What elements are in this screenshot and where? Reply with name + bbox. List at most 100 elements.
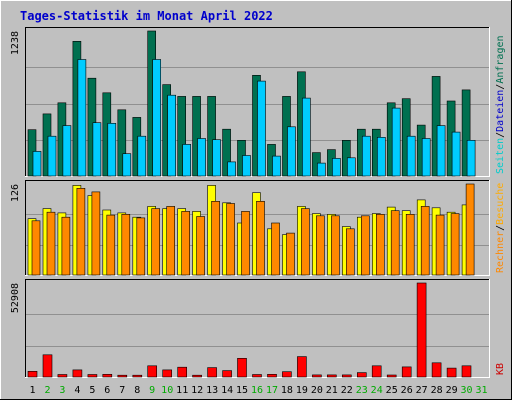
- legend-label-2: Besuche: [495, 183, 506, 225]
- bar-middle-rechner-day-18: [286, 232, 295, 276]
- bar-bottom-kb-day-6: [102, 373, 113, 378]
- bar-bottom-kb-day-1: [27, 370, 38, 378]
- bar-bottom-kb-day-7: [117, 374, 128, 378]
- bar-top-dateien-day-8: [137, 135, 147, 177]
- legend-label-1: /: [495, 132, 506, 138]
- bar-top-dateien-day-15: [242, 155, 251, 177]
- bar-top-dateien-day-30: [466, 140, 476, 177]
- bar-top-dateien-day-26: [406, 135, 416, 177]
- legend-label-2: Dateien: [495, 90, 506, 132]
- bar-top-dateien-day-6: [107, 123, 117, 177]
- x-tick-day-27: 27: [416, 385, 428, 396]
- panel-bottom-legend: KB: [495, 363, 506, 375]
- bar-top-dateien-day-4: [77, 59, 87, 177]
- bar-bottom-kb-day-22: [341, 374, 352, 378]
- x-tick-day-6: 6: [104, 385, 110, 396]
- bar-top-dateien-day-2: [47, 135, 57, 177]
- x-tick-day-31: 31: [475, 385, 487, 396]
- bar-top-dateien-day-3: [62, 125, 72, 177]
- bar-bottom-kb-day-19: [297, 356, 307, 378]
- bar-top-dateien-day-27: [421, 138, 431, 177]
- bar-middle-rechner-day-23: [360, 215, 370, 276]
- x-tick-day-8: 8: [134, 385, 140, 396]
- x-tick-day-19: 19: [296, 385, 308, 396]
- bar-middle-rechner-day-16: [256, 201, 265, 276]
- legend-label-0: Seiten: [495, 138, 506, 174]
- panel-bottom-ytick-label: 52908: [10, 283, 21, 313]
- x-tick-day-23: 23: [356, 385, 368, 396]
- bar-middle-rechner-day-12: [196, 216, 205, 276]
- bar-top-dateien-day-11: [182, 144, 191, 177]
- bar-top-dateien-day-23: [361, 135, 371, 177]
- bar-top-dateien-day-16: [257, 80, 266, 177]
- bar-top-dateien-day-14: [227, 161, 236, 177]
- x-tick-day-17: 17: [266, 385, 278, 396]
- bar-middle-rechner-day-7: [121, 214, 131, 276]
- bar-middle-rechner-day-10: [166, 206, 175, 276]
- bar-middle-rechner-day-11: [181, 211, 190, 276]
- bar-top-dateien-day-9: [152, 59, 161, 177]
- legend-label-3: /: [495, 84, 506, 90]
- bar-middle-rechner-day-1: [31, 220, 41, 276]
- bar-middle-rechner-day-6: [106, 214, 116, 276]
- bar-top-dateien-day-7: [122, 153, 132, 177]
- x-tick-day-15: 15: [236, 385, 248, 396]
- bar-top-anfragen-day-11: [177, 96, 186, 177]
- bar-bottom-kb-day-30: [461, 365, 472, 378]
- bar-middle-rechner-day-29: [450, 213, 460, 276]
- bar-top-dateien-day-25: [391, 107, 401, 177]
- bar-middle-rechner-day-5: [91, 191, 101, 276]
- bar-middle-rechner-day-8: [136, 217, 146, 276]
- bar-middle-rechner-day-15: [241, 211, 250, 276]
- bar-middle-rechner-day-20: [316, 215, 325, 276]
- bar-top-dateien-day-24: [376, 137, 386, 177]
- legend-label-0: KB: [495, 363, 506, 375]
- bar-bottom-kb-day-26: [401, 366, 412, 378]
- bar-middle-rechner-day-14: [226, 203, 235, 276]
- bar-top-anfragen-day-14: [222, 128, 231, 177]
- bar-top-dateien-day-5: [92, 122, 102, 177]
- bar-bottom-kb-day-17: [267, 373, 277, 378]
- panel-middle-legend: Rechner/Besuche: [495, 183, 506, 273]
- bar-bottom-kb-day-28: [431, 362, 442, 378]
- x-tick-day-18: 18: [281, 385, 293, 396]
- bar-middle-rechner-day-2: [46, 211, 56, 276]
- x-tick-day-21: 21: [326, 385, 338, 396]
- x-tick-day-2: 2: [44, 385, 50, 396]
- panel-middle-ytick-label: 126: [10, 184, 21, 202]
- bar-bottom-kb-day-23: [356, 372, 367, 378]
- bar-bottom-kb-day-16: [252, 374, 262, 378]
- x-tick-day-11: 11: [176, 385, 188, 396]
- bar-top-dateien-day-1: [32, 151, 42, 177]
- bar-bottom-kb-day-15: [237, 357, 247, 378]
- bar-bottom-kb-day-5: [87, 374, 98, 378]
- panel-top-ytick-label: 1238: [10, 31, 21, 55]
- x-tick-day-28: 28: [431, 385, 443, 396]
- bar-bottom-kb-day-14: [222, 370, 232, 378]
- x-tick-day-25: 25: [386, 385, 398, 396]
- bar-top-dateien-day-18: [287, 126, 296, 177]
- bar-bottom-kb-day-3: [57, 374, 68, 378]
- bar-top-dateien-day-12: [197, 138, 206, 177]
- bar-middle-rechner-day-22: [345, 228, 355, 276]
- panel-bottom: [25, 279, 489, 377]
- bar-middle-rechner-day-4: [76, 188, 86, 276]
- bar-bottom-kb-day-18: [282, 371, 292, 378]
- bar-bottom-kb-day-25: [386, 374, 397, 378]
- bar-top-anfragen-day-13: [207, 96, 216, 177]
- x-tick-day-10: 10: [161, 385, 173, 396]
- panel-top-legend: Seiten/Dateien/Anfragen: [495, 35, 506, 174]
- bar-middle-rechner-day-3: [61, 216, 71, 276]
- bar-top-dateien-day-13: [212, 139, 221, 177]
- x-tick-day-7: 7: [119, 385, 125, 396]
- bar-top-anfragen-day-30: [461, 89, 471, 177]
- bar-middle-rechner-day-26: [405, 214, 415, 276]
- x-tick-day-29: 29: [446, 385, 458, 396]
- bar-middle-rechner-day-25: [390, 210, 400, 276]
- x-tick-day-12: 12: [191, 385, 203, 396]
- bar-middle-rechner-day-13: [211, 201, 220, 276]
- bar-bottom-kb-day-12: [192, 374, 202, 378]
- bar-middle-rechner-day-17: [271, 222, 280, 276]
- x-tick-day-5: 5: [89, 385, 95, 396]
